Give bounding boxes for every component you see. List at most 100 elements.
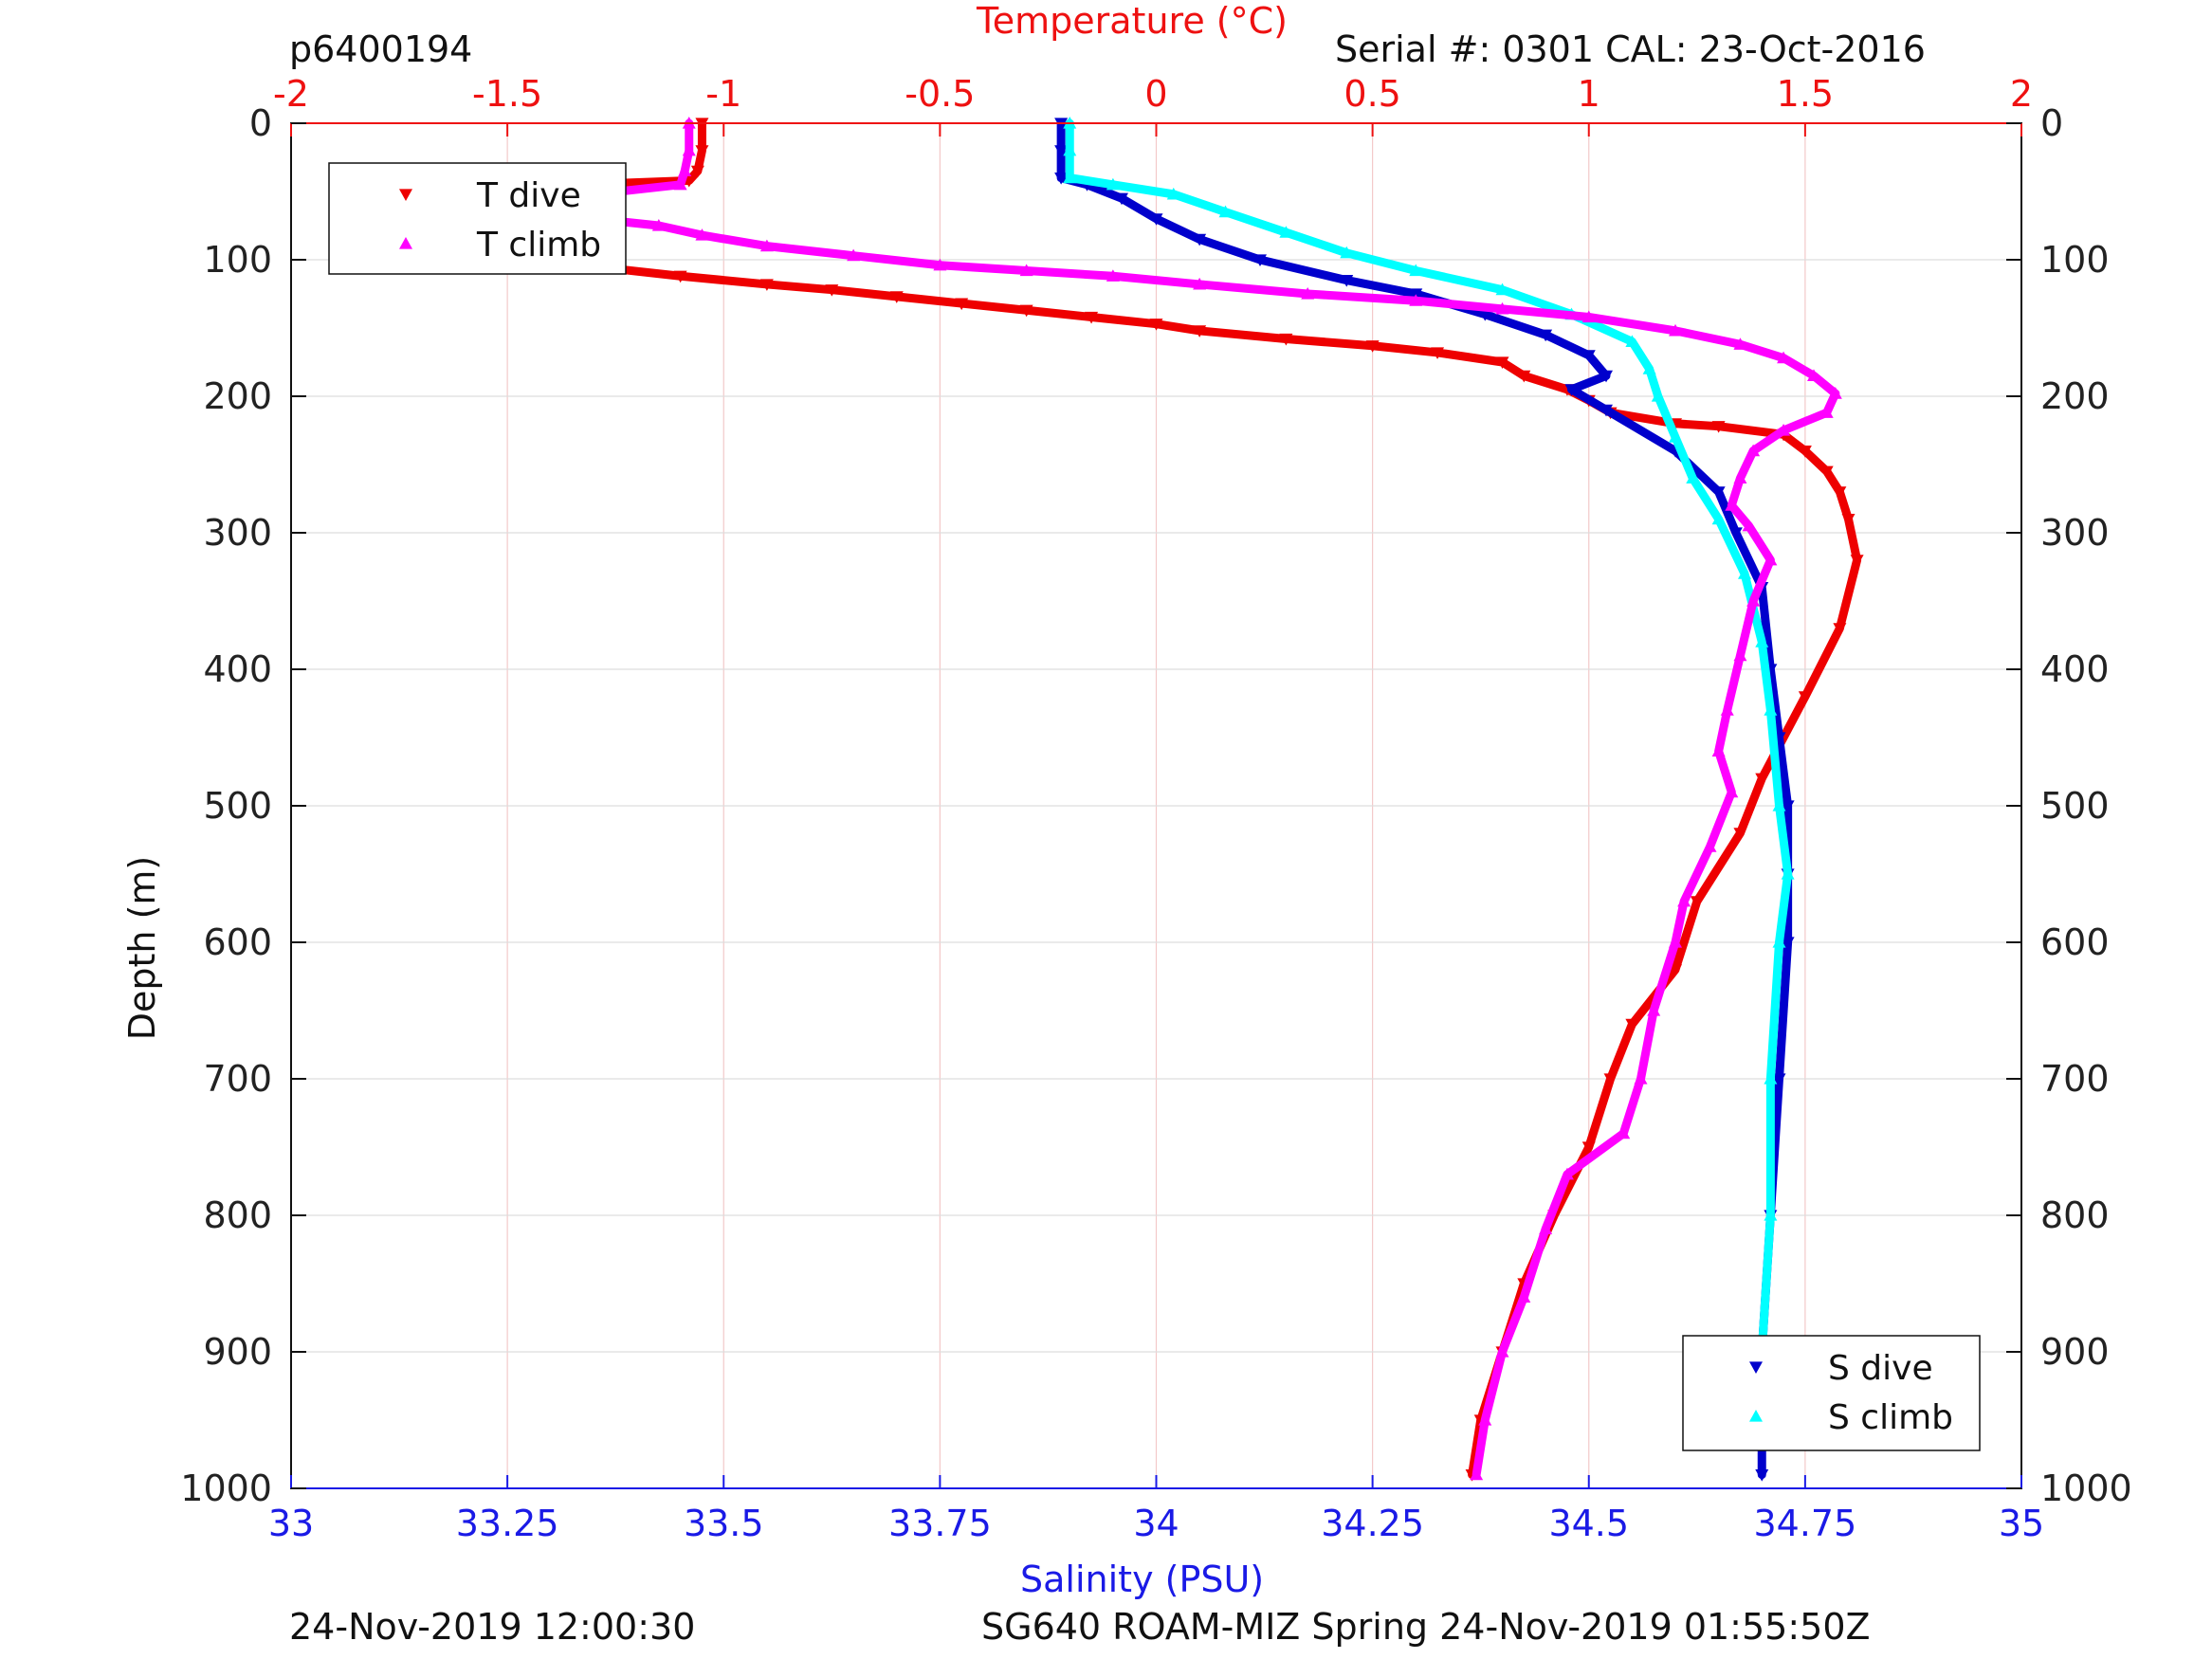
data-point: [1603, 1073, 1618, 1085]
data-point: [1581, 1141, 1596, 1154]
series-layer: [405, 117, 1864, 1482]
depth-tick-label-right: 600: [2040, 921, 2110, 963]
data-point: [1470, 1468, 1484, 1481]
temperature-tick-label: -0.5: [905, 73, 975, 115]
depth-tick-label-right: 0: [2040, 102, 2063, 144]
data-point: [1301, 287, 1315, 300]
depth-tick-label-right: 400: [2040, 648, 2110, 690]
data-point: [1807, 369, 1820, 381]
salinity-tick-label: 34.5: [1548, 1503, 1629, 1544]
data-point: [690, 165, 704, 178]
data-point: [1106, 177, 1120, 191]
data-point: [1149, 213, 1163, 226]
depth-tick-label-left: 900: [203, 1331, 272, 1373]
data-point: [1634, 1072, 1648, 1085]
dive-id-label: p6400194: [289, 28, 473, 70]
data-point: [678, 164, 692, 176]
depth-tick-label-right: 1000: [2040, 1468, 2132, 1509]
data-point: [651, 219, 666, 231]
data-point: [825, 284, 839, 297]
data-point: [1686, 471, 1700, 483]
legend-salinity: S dive S climb: [1682, 1335, 1981, 1451]
temperature-axis-title: Temperature (°C): [977, 0, 1288, 42]
salinity-axis-title: Salinity (PSU): [1020, 1559, 1265, 1600]
data-point: [1733, 337, 1747, 350]
data-point: [1764, 553, 1778, 566]
data-point: [1340, 275, 1354, 287]
data-point: [1600, 370, 1613, 383]
depth-tick-label-left: 0: [249, 102, 272, 144]
legend-label: T climb: [476, 226, 601, 264]
legend-salinity-box: [1682, 1335, 1981, 1451]
data-point: [1746, 594, 1761, 607]
data-point: [1054, 173, 1069, 185]
data-point: [1772, 936, 1786, 948]
data-point: [1340, 246, 1354, 259]
data-point: [1764, 1072, 1778, 1085]
data-point: [1253, 254, 1267, 266]
data-point: [1850, 555, 1864, 567]
salinity-tick-label: 33.75: [888, 1503, 992, 1544]
data-point: [673, 177, 687, 191]
data-point: [1106, 269, 1120, 282]
depth-tick-label-left: 200: [203, 375, 272, 417]
data-point: [1720, 703, 1734, 716]
data-point: [933, 258, 947, 271]
legend-marker: [1749, 1410, 1763, 1422]
data-point: [1651, 390, 1665, 402]
data-point: [1764, 703, 1778, 716]
data-point: [1669, 430, 1682, 443]
data-point: [1798, 446, 1812, 458]
salinity-tick-label: 34.75: [1753, 1503, 1856, 1544]
depth-tick-label-right: 800: [2040, 1194, 2110, 1236]
axis-ticks: -2 -1.5 -1 -0.5 0 0.5 1 1.5 2 33 33.25 33.5 33.75 34 3…: [180, 73, 2131, 1544]
data-point: [1833, 623, 1847, 635]
data-point: [1495, 283, 1509, 296]
data-point: [1669, 936, 1682, 948]
data-point: [1781, 937, 1795, 949]
temperature-tick-label: -1.5: [472, 73, 542, 115]
data-point: [1431, 347, 1445, 359]
salinity-tick-label: 33.5: [684, 1503, 764, 1544]
data-point: [682, 143, 696, 156]
temperature-tick-label: 0.5: [1344, 73, 1400, 115]
data-point: [1772, 1073, 1786, 1085]
series-trace: [1065, 118, 1793, 1438]
data-point: [1733, 471, 1747, 483]
temperature-tick-label: -2: [273, 73, 309, 115]
depth-axis-title: Depth (m): [121, 855, 163, 1041]
data-point: [673, 270, 687, 283]
data-point: [1054, 145, 1069, 157]
legend-marker: [399, 189, 412, 201]
data-point: [1819, 406, 1834, 418]
depth-tick-label-right: 100: [2040, 239, 2110, 281]
data-point: [1019, 264, 1033, 277]
data-point: [847, 248, 861, 262]
data-point: [1669, 964, 1682, 976]
data-point: [1711, 744, 1726, 757]
data-point: [1677, 894, 1691, 907]
data-point: [1149, 319, 1163, 331]
data-point: [1478, 309, 1492, 321]
depth-tick-label-right: 700: [2040, 1058, 2110, 1100]
data-point: [1581, 350, 1596, 362]
depth-tick-label-left: 300: [203, 512, 272, 554]
data-point: [1279, 226, 1293, 238]
data-point: [1777, 424, 1791, 436]
salinity-tick-label: 35: [1999, 1503, 2044, 1544]
legend-label: T dive: [476, 176, 581, 215]
data-point: [1728, 527, 1743, 539]
data-point: [1564, 384, 1579, 396]
salinity-tick-label: 34.25: [1321, 1503, 1424, 1544]
data-point: [1625, 1018, 1639, 1031]
temperature-tick-label: 1.5: [1777, 73, 1834, 115]
data-point: [1409, 294, 1423, 306]
data-point: [1733, 828, 1747, 840]
data-point: [1193, 325, 1207, 337]
data-point: [955, 298, 969, 311]
data-point: [1711, 486, 1726, 499]
depth-tick-label-left: 600: [203, 921, 272, 963]
data-point: [1781, 800, 1795, 812]
depth-tick-label-left: 800: [203, 1194, 272, 1236]
